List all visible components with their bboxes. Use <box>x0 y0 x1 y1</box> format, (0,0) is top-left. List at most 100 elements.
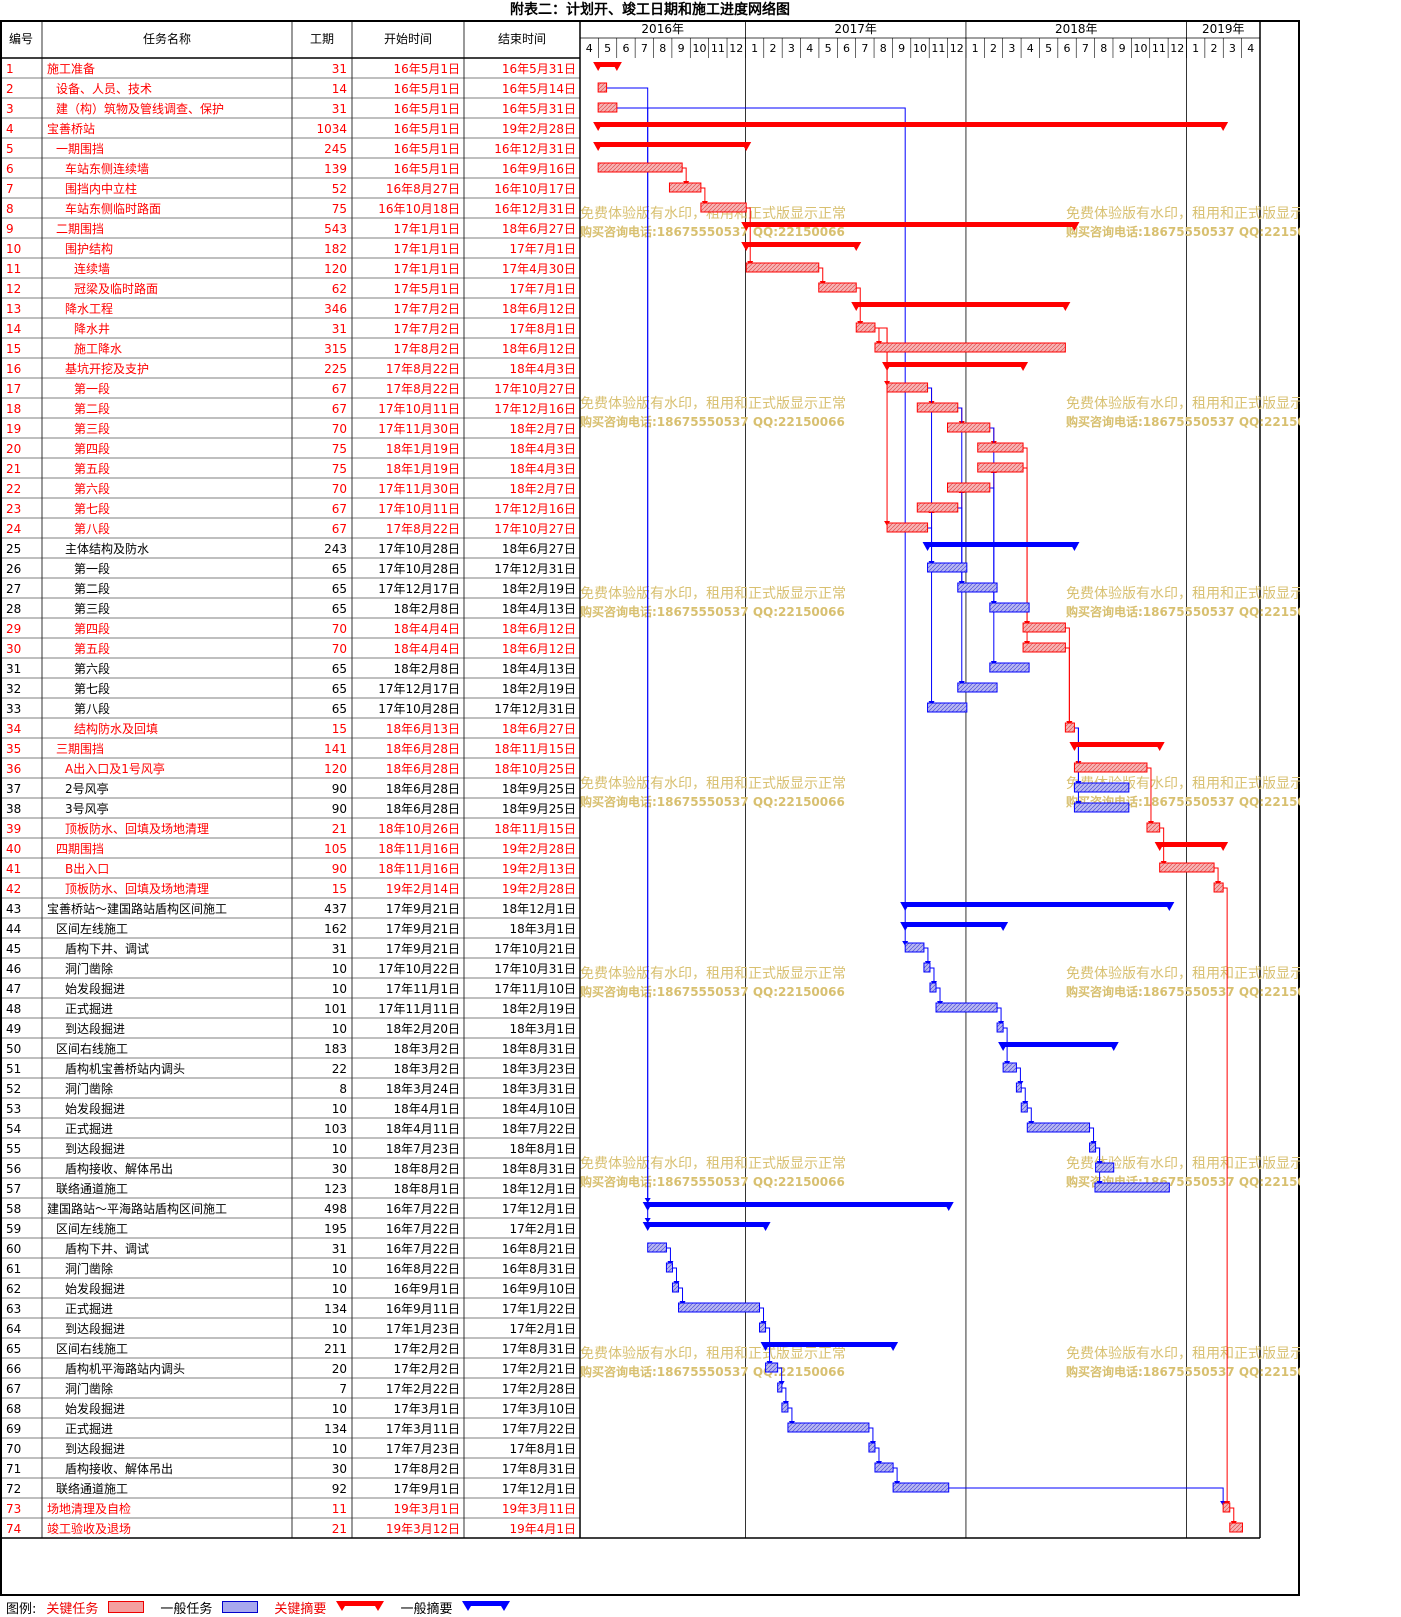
task-bar <box>886 522 929 533</box>
cell-id: 31 <box>6 662 21 676</box>
dependency-link <box>616 107 649 1199</box>
cell-id: 34 <box>6 722 21 736</box>
cell-id: 12 <box>6 282 21 296</box>
cell-start: 18年4月4日 <box>393 622 460 636</box>
cell-duration: 21 <box>332 1522 347 1536</box>
cell-start: 19年3月1日 <box>393 1502 460 1516</box>
cell-start: 16年9月1日 <box>393 1282 460 1296</box>
cell-end: 18年6月12日 <box>502 622 576 636</box>
task-bar <box>777 1382 783 1393</box>
cell-end: 18年4月10日 <box>502 1102 576 1116</box>
cell-task-name: 始发段掘进 <box>65 981 125 996</box>
watermark-line1: 免费体验版有水印，租用和正式版显示正常 <box>580 776 846 792</box>
cell-start: 17年9月21日 <box>386 922 460 936</box>
cell-task-name: 围挡内中立柱 <box>65 181 137 196</box>
cell-id: 52 <box>6 1082 21 1096</box>
cell-task-name: 降水井 <box>74 322 110 336</box>
cell-task-name: 冠梁及临时路面 <box>74 281 158 296</box>
cell-task-name: 顶板防水、回填及场地清理 <box>65 881 209 896</box>
cell-end: 18年4月13日 <box>502 662 576 676</box>
cell-start: 17年1月23日 <box>386 1322 460 1336</box>
cell-task-name: 宝善桥站～建国路站盾构区间施工 <box>47 901 227 916</box>
dependency-link <box>1223 887 1228 1502</box>
cell-id: 20 <box>6 442 21 456</box>
cell-start: 18年8月1日 <box>393 1182 460 1196</box>
task-bar <box>597 82 608 93</box>
task-bar <box>671 1282 680 1293</box>
task-bar <box>989 602 1030 613</box>
watermark-line2: 购买咨询电话:18675550537 QQ:22150066 <box>580 1364 845 1379</box>
cell-start: 17年8月2日 <box>393 342 460 356</box>
cell-end: 16年5月31日 <box>502 102 576 116</box>
cell-start: 19年3月12日 <box>386 1522 460 1536</box>
cell-end: 18年4月13日 <box>502 602 576 616</box>
cell-id: 67 <box>6 1382 21 1396</box>
cell-end: 17年10月31日 <box>494 962 576 976</box>
watermark-line1: 免费体验版有水印，租用和正式版显示正常 <box>580 206 846 222</box>
cell-start: 17年1月1日 <box>393 262 460 276</box>
cell-id: 19 <box>6 422 21 436</box>
cell-end: 16年5月14日 <box>502 82 576 96</box>
cell-task-name: 区间右线施工 <box>56 1041 128 1056</box>
cell-id: 35 <box>6 742 21 756</box>
cell-duration: 8 <box>339 1082 347 1096</box>
task-bar <box>668 182 702 193</box>
watermark-line2: 购买咨询电话:18675550537 QQ:22150066 <box>1066 414 1300 429</box>
cell-duration: 65 <box>332 562 347 576</box>
cell-id: 65 <box>6 1342 21 1356</box>
cell-duration: 52 <box>332 182 347 196</box>
cell-duration: 20 <box>332 1362 347 1376</box>
cell-duration: 141 <box>324 742 347 756</box>
cell-id: 46 <box>6 962 21 976</box>
task-bar <box>1094 1182 1170 1193</box>
cell-end: 16年12月31日 <box>494 202 576 216</box>
cell-end: 18年2月7日 <box>509 482 576 496</box>
task-bar <box>787 1422 870 1433</box>
summary-bar <box>922 542 1080 551</box>
task-bar <box>1089 1142 1097 1153</box>
cell-task-name: 盾构机宝善桥站内调头 <box>65 1061 185 1076</box>
task-bar <box>597 102 618 113</box>
cell-start: 18年6月28日 <box>386 742 460 756</box>
cell-task-name: 始发段掘进 <box>65 1281 125 1296</box>
cell-task-name: 区间左线施工 <box>56 1221 128 1236</box>
cell-start: 17年10月11日 <box>378 502 460 516</box>
cell-duration: 105 <box>324 842 347 856</box>
watermark-line2: 购买咨询电话:18675550537 QQ:22150066 <box>580 1174 845 1189</box>
cell-end: 17年3月10日 <box>502 1402 576 1416</box>
cell-end: 18年11月15日 <box>494 742 576 756</box>
month-label: 4 <box>806 42 813 55</box>
cell-id: 4 <box>6 122 14 136</box>
cell-end: 19年2月28日 <box>502 122 576 136</box>
month-label: 9 <box>898 42 905 55</box>
cell-id: 38 <box>6 802 21 816</box>
cell-end: 17年8月1日 <box>509 1442 576 1456</box>
task-bar <box>855 322 876 333</box>
cell-id: 71 <box>6 1462 21 1476</box>
dependency-link <box>666 1247 671 1262</box>
cell-task-name: 始发段掘进 <box>65 1401 125 1416</box>
cell-end: 16年9月10日 <box>502 1282 576 1296</box>
cell-end: 18年6月27日 <box>502 222 576 236</box>
cell-id: 69 <box>6 1422 21 1436</box>
cell-end: 17年10月27日 <box>494 522 576 536</box>
cell-task-name: 始发段掘进 <box>65 1101 125 1116</box>
cell-task-name: 第五段 <box>74 461 110 476</box>
task-bar <box>1015 1082 1022 1093</box>
cell-start: 17年10月28日 <box>378 542 460 556</box>
month-label: 12 <box>1170 42 1184 55</box>
cell-id: 72 <box>6 1482 21 1496</box>
cell-task-name: 主体结构及防水 <box>65 541 149 556</box>
cell-task-name: 第二段 <box>74 401 110 416</box>
watermark-line2: 购买咨询电话:18675550537 QQ:22150066 <box>1066 604 1300 619</box>
cell-end: 16年12月31日 <box>494 142 576 156</box>
dependency-link <box>759 1307 765 1322</box>
cell-start: 18年4月11日 <box>386 1122 460 1136</box>
cell-duration: 75 <box>332 202 347 216</box>
month-label: 4 <box>1247 42 1254 55</box>
month-label: 6 <box>843 42 850 55</box>
cell-duration: 315 <box>324 342 347 356</box>
cell-id: 17 <box>6 382 21 396</box>
legend-critical-summary-label: 关键摘要 <box>274 1601 327 1617</box>
cell-id: 1 <box>6 62 14 76</box>
